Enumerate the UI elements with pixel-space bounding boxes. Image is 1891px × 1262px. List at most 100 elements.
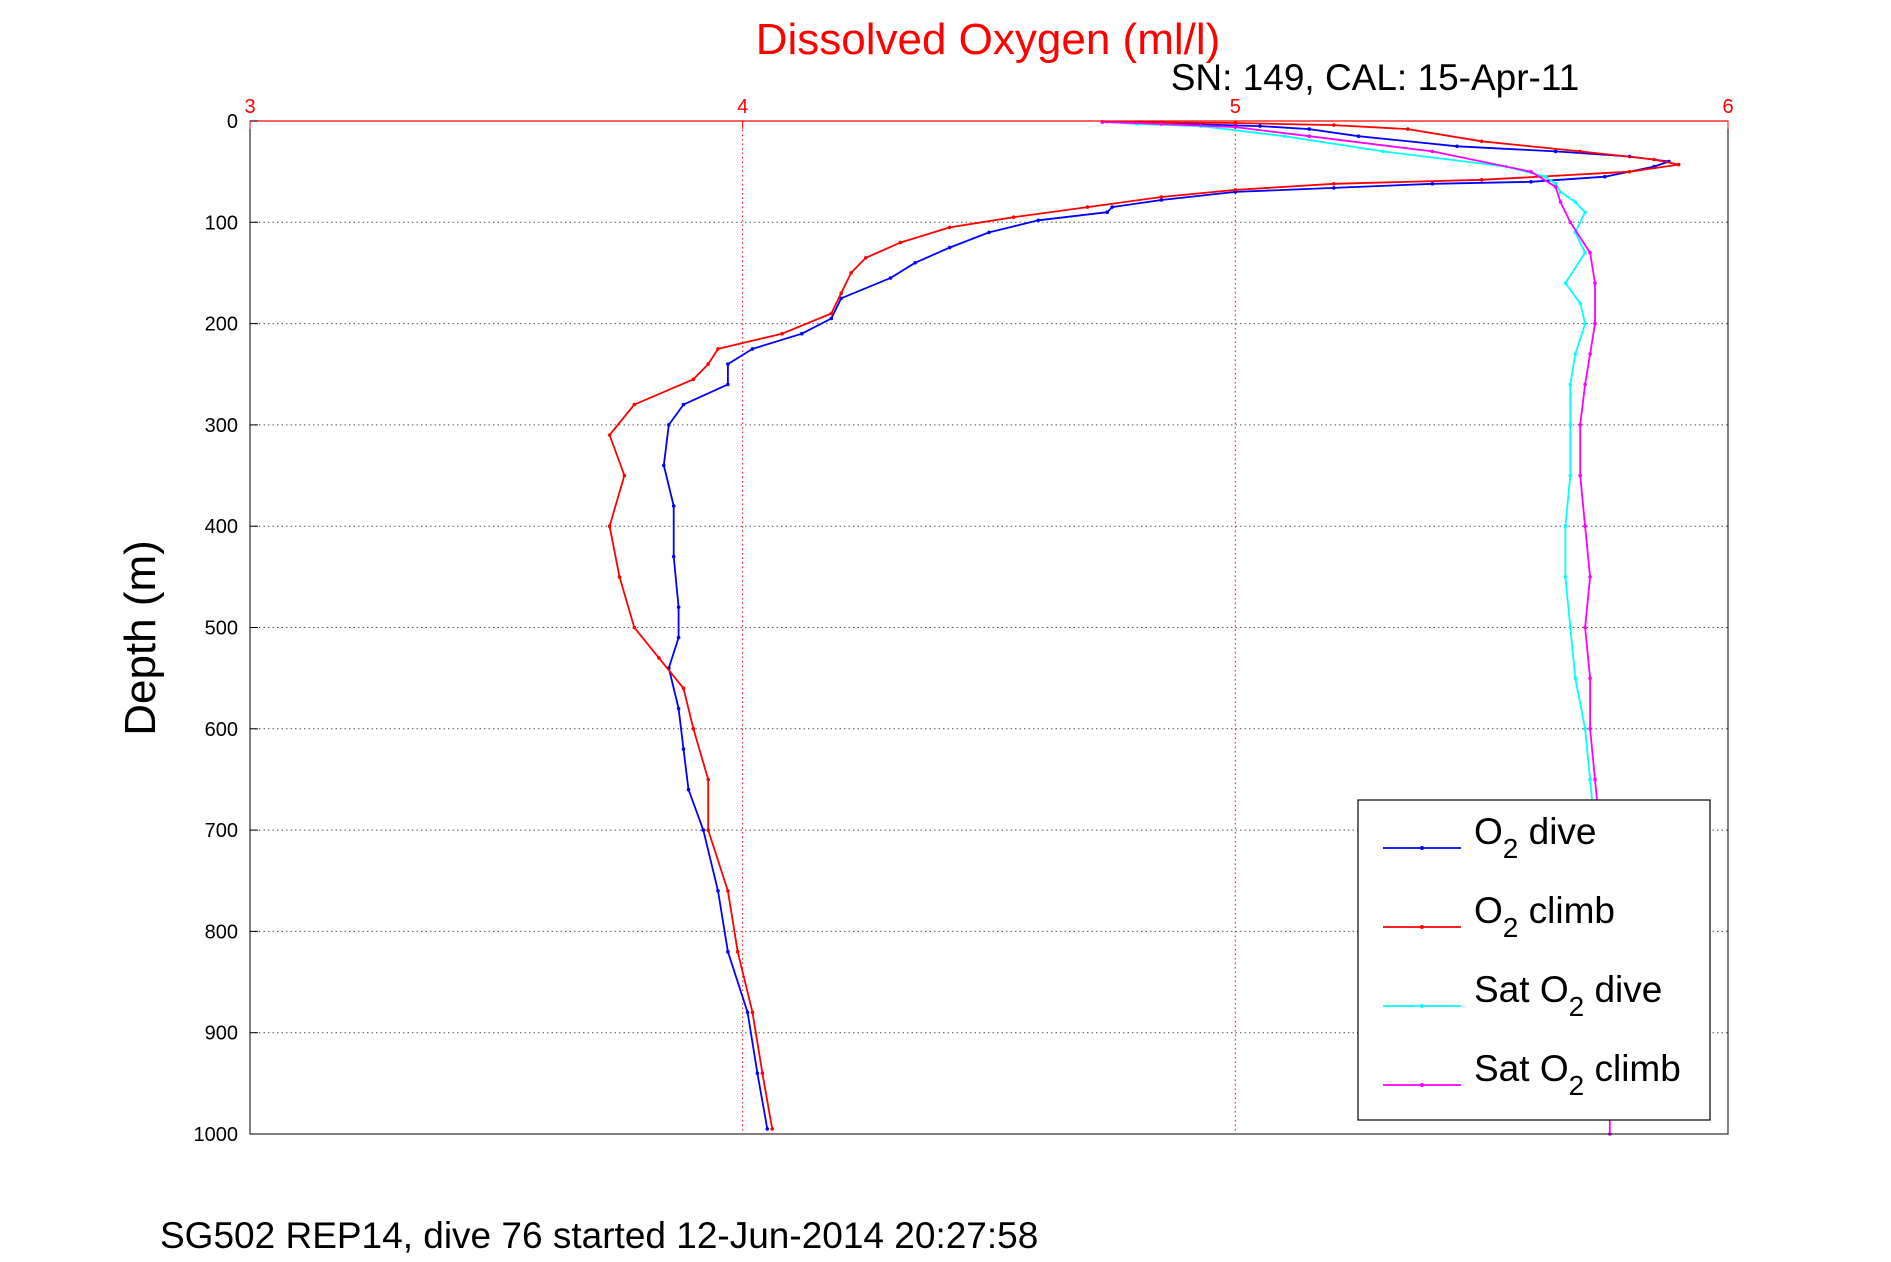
series-point	[706, 777, 710, 782]
x-tick-label: 4	[737, 96, 748, 118]
series-point	[1578, 301, 1582, 306]
series-point	[1568, 220, 1573, 225]
series-point	[706, 828, 710, 832]
series-1	[607, 120, 1681, 1131]
grid-lines	[249, 121, 1729, 1134]
series-point	[681, 747, 686, 751]
series-point	[1455, 144, 1459, 149]
series-point	[1583, 727, 1587, 731]
series-point	[676, 706, 681, 711]
series-point	[888, 276, 893, 280]
series-point	[1258, 124, 1262, 128]
series-point	[667, 423, 671, 427]
series-line	[1102, 121, 1611, 1134]
series-point	[1593, 281, 1597, 285]
series-point	[1430, 149, 1435, 154]
series-point	[671, 554, 676, 559]
series-point	[1332, 182, 1336, 186]
legend-text: climb	[1518, 890, 1615, 931]
series-point	[1529, 169, 1533, 174]
series-point	[726, 949, 730, 954]
series-point	[1583, 210, 1587, 214]
series-point	[681, 686, 686, 691]
legend-subscript: 2	[1503, 912, 1519, 943]
series-point	[1159, 195, 1164, 199]
series-point	[716, 889, 720, 893]
series-point	[1578, 423, 1582, 427]
series-point	[726, 382, 730, 387]
series-point	[1573, 352, 1578, 356]
legend-entry: Sat O2 climb	[1474, 1048, 1681, 1101]
series-point	[671, 504, 676, 508]
series-point	[726, 889, 730, 893]
legend-text: Sat O	[1474, 1048, 1569, 1089]
series-point	[1583, 250, 1587, 255]
series-point	[617, 575, 622, 579]
y-tick-labels: 0 100 200 300 400 500 600 700 800 900 1000	[194, 111, 258, 1146]
series-point	[1593, 777, 1597, 782]
series-point	[681, 402, 686, 407]
series-point	[780, 331, 784, 336]
series-point	[1563, 575, 1568, 579]
legend-entry: O2 dive	[1474, 811, 1597, 864]
x-tick-label: 6	[1722, 96, 1733, 118]
y-tick-label: 700	[205, 820, 238, 842]
series-point	[760, 1071, 765, 1075]
series-point	[1588, 575, 1592, 579]
legend-swatch-marker	[1420, 1083, 1424, 1087]
series-point	[1568, 473, 1573, 478]
series-point	[1356, 134, 1361, 138]
series-point	[1593, 321, 1597, 326]
series-point	[1568, 423, 1573, 427]
series-point	[657, 656, 661, 660]
y-tick-label: 300	[205, 415, 238, 437]
series-point	[1011, 215, 1016, 219]
series-point	[1568, 382, 1573, 387]
series-point	[1307, 134, 1311, 138]
series-point	[750, 347, 755, 351]
series-point	[1085, 205, 1090, 209]
series-point	[1652, 157, 1656, 162]
series-point	[716, 347, 720, 351]
series-point	[1558, 190, 1563, 194]
series-point	[632, 625, 637, 630]
series-point	[829, 311, 834, 316]
y-tick-label: 0	[227, 111, 238, 133]
series-point	[686, 787, 691, 792]
legend-text: O	[1474, 890, 1503, 931]
series-point	[1676, 162, 1681, 167]
y-tick-label: 600	[205, 719, 238, 741]
series-point	[839, 291, 843, 296]
y-tick-label: 900	[205, 1023, 238, 1045]
y-tick-label: 100	[205, 212, 238, 234]
series-point	[1110, 205, 1114, 209]
series-point	[839, 296, 843, 301]
x-tick-label: 5	[1230, 96, 1241, 118]
series-point	[1588, 676, 1592, 680]
series-point	[1529, 180, 1533, 184]
y-tick-label: 800	[205, 921, 238, 943]
legend-entry: O2 climb	[1474, 890, 1615, 943]
series-point	[1553, 182, 1558, 186]
series-point	[1406, 127, 1410, 131]
series-point	[770, 1127, 774, 1131]
series-point	[632, 402, 637, 407]
chart-title: Dissolved Oxygen (ml/l)	[756, 15, 1221, 64]
series-point	[1553, 149, 1558, 154]
series-point	[1430, 182, 1435, 186]
series-point	[1588, 777, 1592, 782]
legend-box	[1357, 799, 1711, 1121]
series-point	[1332, 123, 1336, 127]
legend-swatch-marker	[1420, 846, 1424, 850]
series-point	[1558, 200, 1563, 204]
series-point	[864, 255, 868, 260]
series-point	[1583, 382, 1587, 387]
series-layer	[607, 120, 1681, 1136]
series-point	[1563, 281, 1568, 285]
legend-subscript: 2	[1569, 1070, 1585, 1101]
series-point	[607, 524, 612, 528]
legend-text: climb	[1584, 1048, 1681, 1089]
x-tick-labels: 3 4 5 6	[244, 96, 1734, 129]
legend-text: dive	[1584, 969, 1662, 1010]
